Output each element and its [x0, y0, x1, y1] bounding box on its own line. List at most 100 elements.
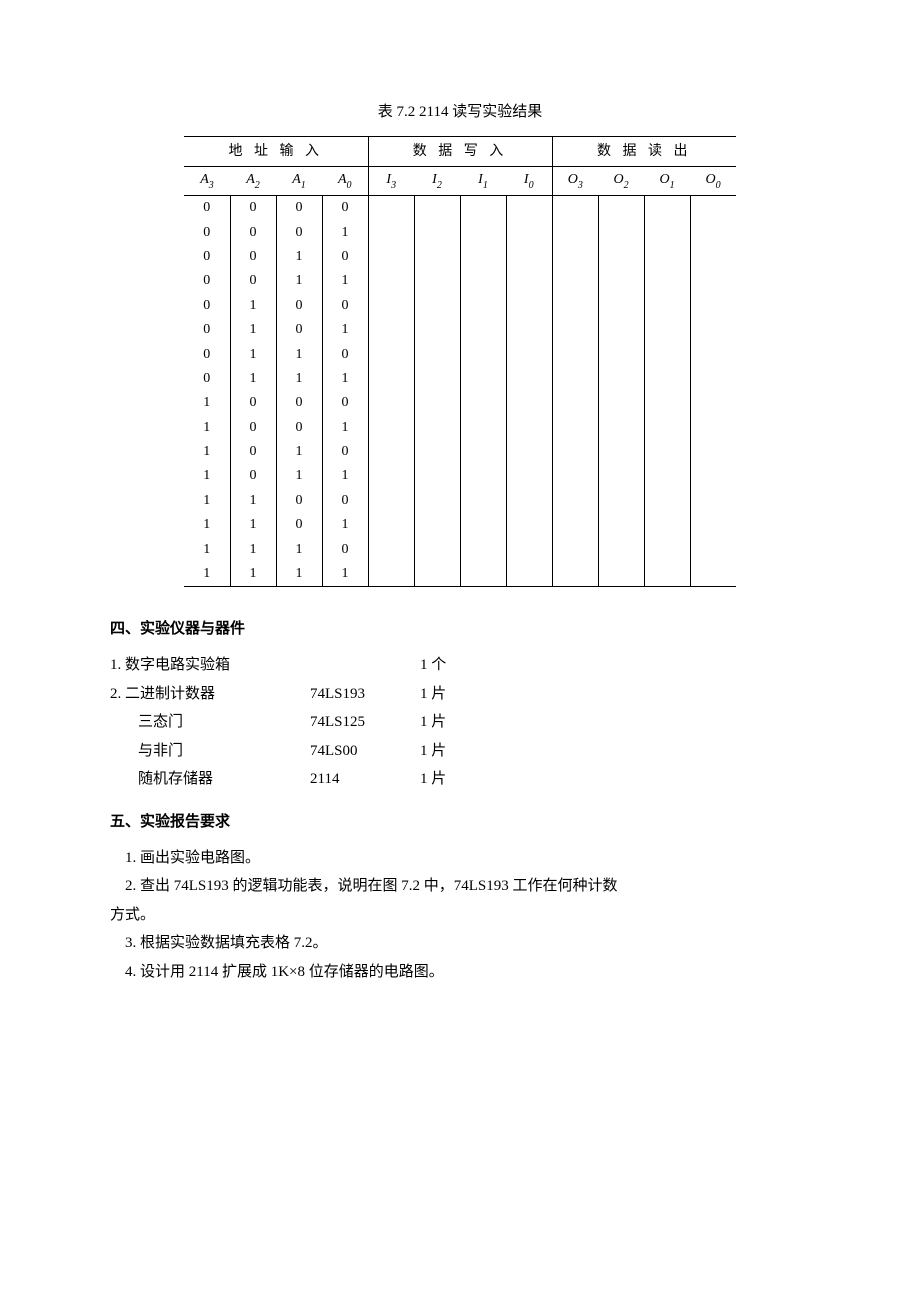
table-cell: 1 — [322, 221, 368, 245]
table-cell — [506, 464, 552, 488]
table-row: 1100 — [184, 489, 736, 513]
table-cell: 0 — [276, 318, 322, 342]
table-cell — [598, 196, 644, 221]
table-cell — [598, 391, 644, 415]
table-cell — [414, 318, 460, 342]
table-cell: 0 — [230, 416, 276, 440]
table-cell: 1 — [276, 343, 322, 367]
equipment-qty: 1 片 — [420, 737, 480, 766]
table-cell — [368, 269, 414, 293]
table-cell: 0 — [230, 391, 276, 415]
table-cell: 1 — [276, 269, 322, 293]
table-cell — [414, 367, 460, 391]
equipment-model — [310, 651, 420, 680]
table-row: 0001 — [184, 221, 736, 245]
table-row: 0000 — [184, 196, 736, 221]
table-cell — [552, 269, 598, 293]
table-row: 1000 — [184, 391, 736, 415]
equipment-qty: 1 个 — [420, 651, 480, 680]
sub-header-cell: A2 — [230, 167, 276, 196]
table-cell — [506, 562, 552, 587]
equipment-qty: 1 片 — [420, 765, 480, 794]
table-cell: 0 — [322, 196, 368, 221]
equipment-row: 与非门74LS001 片 — [110, 737, 810, 766]
table-cell: 1 — [322, 562, 368, 587]
table-cell: 1 — [322, 269, 368, 293]
table-cell — [460, 367, 506, 391]
table-cell — [690, 196, 736, 221]
table-cell: 0 — [184, 269, 230, 293]
table-cell — [690, 318, 736, 342]
table-cell: 1 — [184, 513, 230, 537]
table-cell — [690, 269, 736, 293]
table-cell — [368, 489, 414, 513]
equipment-qty: 1 片 — [420, 680, 480, 709]
table-cell: 1 — [276, 538, 322, 562]
table-cell — [552, 245, 598, 269]
table-cell: 1 — [276, 367, 322, 391]
table-cell — [552, 440, 598, 464]
group-header-read: 数 据 读 出 — [552, 137, 736, 167]
table-cell: 1 — [322, 416, 368, 440]
equipment-model: 74LS193 — [310, 680, 420, 709]
table-row: 1010 — [184, 440, 736, 464]
table-cell — [506, 513, 552, 537]
table-cell — [598, 269, 644, 293]
table-cell — [552, 221, 598, 245]
table-cell — [506, 343, 552, 367]
report-item: 3. 根据实验数据填充表格 7.2。 — [110, 929, 810, 958]
table-cell — [598, 440, 644, 464]
table-cell — [644, 269, 690, 293]
table-cell: 0 — [322, 294, 368, 318]
table-cell — [506, 245, 552, 269]
table-cell — [414, 489, 460, 513]
table-cell — [414, 221, 460, 245]
table-cell — [506, 416, 552, 440]
sub-header-cell: I0 — [506, 167, 552, 196]
table-cell: 1 — [230, 538, 276, 562]
sub-header-cell: O1 — [644, 167, 690, 196]
table-cell: 0 — [230, 245, 276, 269]
table-cell — [506, 196, 552, 221]
table-row: 1110 — [184, 538, 736, 562]
table-cell: 1 — [276, 245, 322, 269]
table-cell — [506, 318, 552, 342]
table-cell: 1 — [322, 318, 368, 342]
equipment-label: 随机存储器 — [110, 765, 310, 794]
report-item: 1. 画出实验电路图。 — [110, 844, 810, 873]
table-cell — [506, 391, 552, 415]
table-cell — [598, 416, 644, 440]
table-cell: 1 — [322, 513, 368, 537]
table-cell — [414, 391, 460, 415]
table-cell — [552, 489, 598, 513]
table-cell — [506, 538, 552, 562]
table-cell: 0 — [230, 464, 276, 488]
table-cell — [460, 440, 506, 464]
report-list: 1. 画出实验电路图。2. 查出 74LS193 的逻辑功能表，说明在图 7.2… — [110, 844, 810, 987]
table-cell — [368, 464, 414, 488]
table-cell — [644, 343, 690, 367]
table-cell: 1 — [184, 440, 230, 464]
table-cell: 0 — [276, 513, 322, 537]
sub-header-cell: O2 — [598, 167, 644, 196]
table-cell — [414, 464, 460, 488]
table-cell — [644, 367, 690, 391]
table-cell — [690, 294, 736, 318]
table-cell: 1 — [230, 489, 276, 513]
table-cell — [644, 318, 690, 342]
table-cell — [598, 538, 644, 562]
table-cell — [506, 269, 552, 293]
table-sub-header-row: A3A2A1A0I3I2I1I0O3O2O1O0 — [184, 167, 736, 196]
table-cell: 0 — [184, 196, 230, 221]
table-row: 1111 — [184, 562, 736, 587]
table-cell — [460, 391, 506, 415]
table-cell — [460, 464, 506, 488]
table-cell: 1 — [230, 318, 276, 342]
table-cell: 0 — [184, 343, 230, 367]
table-row: 0010 — [184, 245, 736, 269]
table-row: 0100 — [184, 294, 736, 318]
table-cell: 1 — [322, 464, 368, 488]
table-cell — [690, 538, 736, 562]
table-cell — [690, 440, 736, 464]
table-cell — [644, 391, 690, 415]
